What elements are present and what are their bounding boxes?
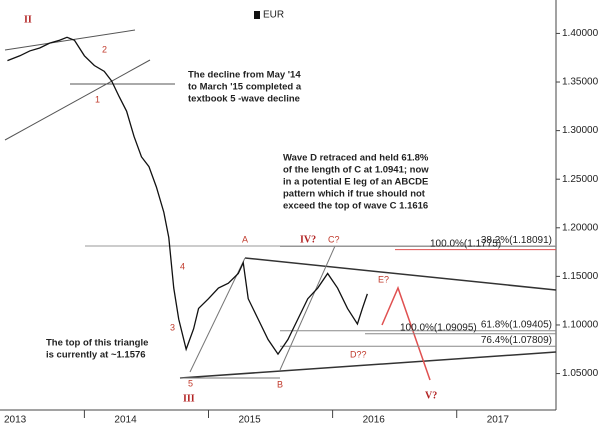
y-tick-label: 1.05000 <box>562 368 599 379</box>
wave-label: V? <box>425 390 437 401</box>
price-line <box>7 36 368 356</box>
level-label: 38.2%(1.18091) <box>481 235 552 246</box>
y-tick-label: 1.10000 <box>562 320 599 331</box>
wave-label: E? <box>378 274 389 284</box>
wave-label: III <box>183 393 195 404</box>
wave-labels: II 2 1 4 3 5 III A IV? C? E? B D?? V? <box>24 14 437 404</box>
level-label: 100.0%(1.1775) <box>430 238 501 249</box>
note: in a potential E leg of an ABCDE <box>283 177 428 188</box>
y-tick-label: 1.40000 <box>562 28 599 39</box>
y-tick-label: 1.30000 <box>562 125 599 136</box>
y-tick-label: 1.25000 <box>562 174 599 185</box>
note: to March '15 completed a <box>188 82 302 93</box>
x-tick-label: 2015 <box>239 415 262 426</box>
x-tick-label: 2016 <box>363 415 386 426</box>
note: is currently at ~1.1576 <box>46 350 146 361</box>
notes: The decline from May '14 to March '15 co… <box>46 70 429 361</box>
note: The decline from May '14 <box>188 70 301 81</box>
note: pattern which if true should not <box>283 189 426 200</box>
legend-label: EUR <box>263 10 284 21</box>
note: textbook 5 -wave decline <box>188 94 300 105</box>
wave-label: II <box>24 14 32 25</box>
note: Wave D retraced and held 61.8% <box>283 153 429 164</box>
note: of the length of C at 1.0941; now <box>283 165 429 176</box>
wave-label: 1 <box>95 94 100 104</box>
level-label: 61.8%(1.09405) <box>481 319 552 330</box>
level-label: 100.0%(1.09095) <box>400 322 477 333</box>
wave-label: C? <box>328 234 340 244</box>
x-tick-label: 2013 <box>4 415 27 426</box>
wave-label: 2 <box>102 44 107 54</box>
level-label: 76.4%(1.07809) <box>481 335 552 346</box>
note: The top of this triangle <box>46 338 148 349</box>
wave-label: IV? <box>300 234 316 245</box>
y-tick-label: 1.35000 <box>562 77 599 88</box>
wave-label: A <box>242 234 248 244</box>
note: exceed the top of wave C 1.1616 <box>283 201 428 212</box>
wave-label: D?? <box>350 349 367 359</box>
wave-label: B <box>277 379 283 389</box>
legend-swatch <box>254 11 260 19</box>
y-tick-label: 1.20000 <box>562 222 599 233</box>
wave-label: 5 <box>188 378 193 388</box>
wave-label: 3 <box>170 322 175 332</box>
wave-label: 4 <box>180 261 185 271</box>
projection-arrow <box>381 285 431 381</box>
y-tick-label: 1.15000 <box>562 271 599 282</box>
x-tick-label: 2014 <box>114 415 137 426</box>
x-tick-label: 2017 <box>487 415 510 426</box>
